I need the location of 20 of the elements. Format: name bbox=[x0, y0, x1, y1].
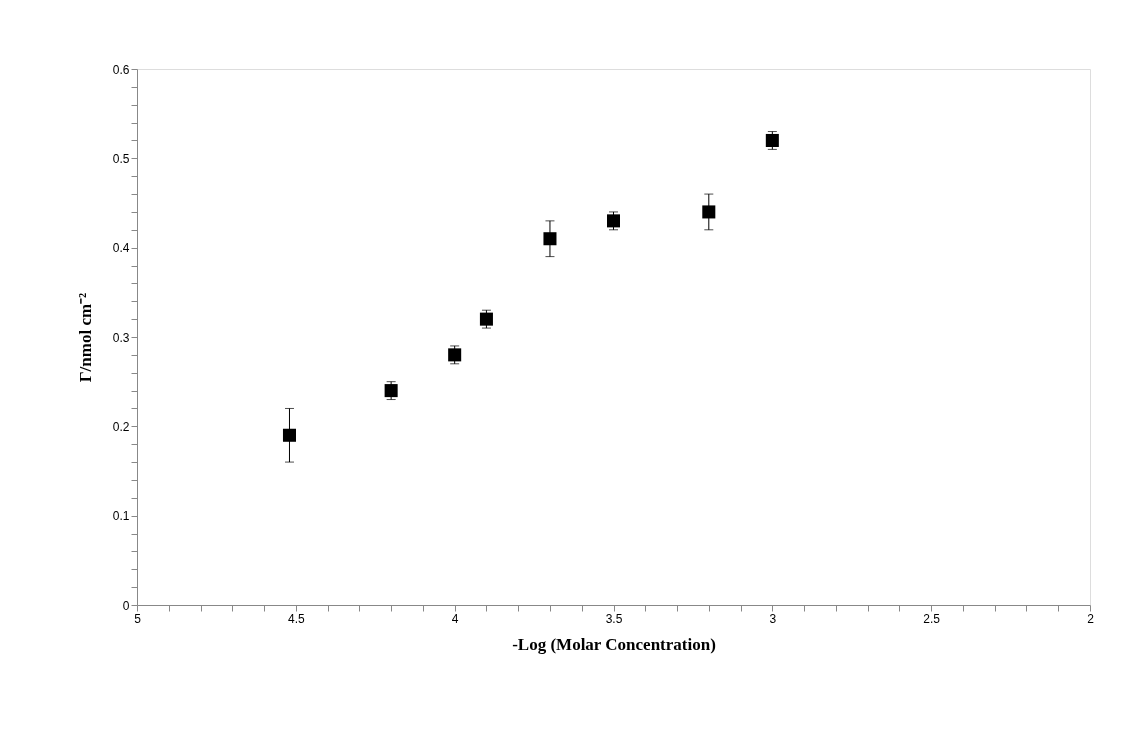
y-tick-label: 0.6 bbox=[112, 62, 130, 77]
y-tick-label: 0.4 bbox=[112, 241, 130, 256]
y-tick-label: 0 bbox=[122, 598, 130, 613]
x-tick-label: 3 bbox=[769, 611, 777, 626]
x-tick-label: 4.5 bbox=[287, 611, 305, 626]
y-tick-label: 0.1 bbox=[112, 509, 130, 524]
point bbox=[702, 205, 716, 219]
x-tick-label: 4 bbox=[451, 611, 459, 626]
point bbox=[606, 214, 621, 228]
x-tick-label: 2 bbox=[1087, 611, 1095, 626]
point bbox=[282, 428, 296, 442]
x-tick-label: 5 bbox=[134, 611, 142, 626]
y-axis-title: Γ/nmol cm⁻² bbox=[75, 292, 95, 383]
x-axis-title: -Log (Molar Concentration) bbox=[512, 634, 716, 654]
point bbox=[543, 232, 557, 246]
x-tick-label: 3.5 bbox=[605, 611, 623, 626]
y-tick-label: 0.3 bbox=[112, 330, 130, 345]
y-tick-label: 0.2 bbox=[112, 419, 130, 434]
x-tick-label: 2.5 bbox=[923, 611, 941, 626]
y-tick-label: 0.5 bbox=[112, 151, 130, 166]
